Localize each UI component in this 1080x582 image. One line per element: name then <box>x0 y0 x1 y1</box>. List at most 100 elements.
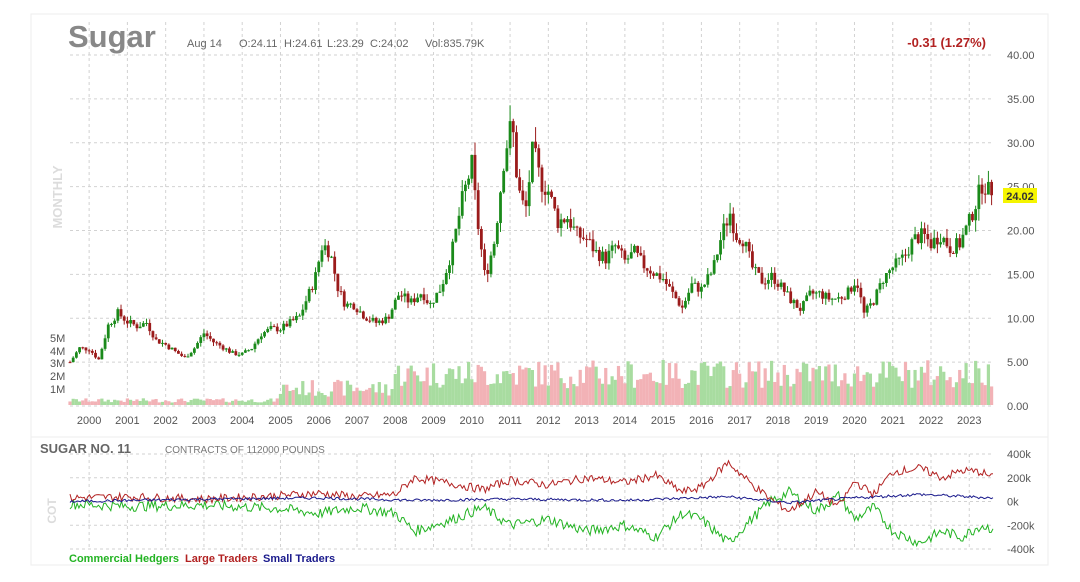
candle-body <box>700 286 703 292</box>
candle-body <box>798 307 802 311</box>
volume-bar <box>699 363 704 405</box>
candle-body <box>735 233 738 241</box>
cot-side-label: COT <box>45 498 59 524</box>
year-tick-label: 2021 <box>880 415 904 427</box>
volume-bar <box>808 381 812 405</box>
year-tick-label: 2004 <box>230 415 254 427</box>
candle-body <box>556 208 560 229</box>
volume-bar <box>872 386 876 405</box>
candle-body <box>763 283 767 285</box>
candle-body <box>74 352 78 358</box>
volume-bar <box>747 362 751 405</box>
volume-bar <box>639 379 643 405</box>
volume-bar <box>457 366 461 405</box>
cot-tick-label: -400k <box>1007 544 1035 556</box>
volume-bar <box>645 374 649 405</box>
volume-bar <box>116 400 120 405</box>
volume-bar <box>479 366 483 405</box>
candle-body <box>129 320 132 324</box>
candle-body <box>336 273 340 292</box>
volume-bar <box>977 368 981 405</box>
volume-bar <box>527 368 531 405</box>
volume-bar <box>594 366 598 405</box>
volume-bar <box>349 384 353 405</box>
candle-body <box>253 343 257 349</box>
volume-bar <box>336 379 340 405</box>
volume-bar <box>664 384 668 405</box>
candle-body <box>633 245 636 253</box>
volume-bar <box>256 402 260 405</box>
candle-body <box>202 333 206 338</box>
candle-body <box>218 342 222 346</box>
volume-bar <box>897 376 901 405</box>
candle-body <box>215 342 219 344</box>
candle-body <box>639 252 643 256</box>
volume-bar <box>849 386 853 405</box>
candle-body <box>291 319 295 321</box>
candle-body <box>693 282 697 284</box>
year-tick-label: 2008 <box>383 415 407 427</box>
candle-body <box>390 309 394 319</box>
candle-body <box>620 248 624 251</box>
volume-bar <box>907 370 911 405</box>
year-tick-label: 2012 <box>536 415 560 427</box>
volume-bar <box>208 398 212 405</box>
volume-bar <box>454 378 458 405</box>
candle-body <box>154 337 158 340</box>
candle-body <box>224 348 228 350</box>
price-change: -0.31 (1.27%) <box>907 35 986 50</box>
candle-body <box>907 254 911 256</box>
candle-body <box>148 322 152 332</box>
volume-bar <box>329 391 334 405</box>
volume-bar <box>406 368 410 405</box>
volume-bar <box>498 383 503 405</box>
volume-bar <box>677 378 681 405</box>
candle-body <box>811 290 815 294</box>
candle-body <box>543 191 547 195</box>
cot-tick-label: 200k <box>1007 473 1031 485</box>
volume-bar <box>754 371 758 405</box>
candle-body <box>916 234 920 244</box>
candle-body <box>987 181 990 195</box>
volume-bar <box>192 398 196 405</box>
candle-body <box>728 213 732 226</box>
candle-body <box>849 287 853 292</box>
candle-body <box>623 250 627 260</box>
candle-body <box>106 324 110 339</box>
volume-bar <box>750 371 755 405</box>
volume-bar <box>881 361 885 405</box>
volume-bar <box>629 364 633 405</box>
year-tick-label: 2015 <box>651 415 675 427</box>
candle-body <box>167 344 171 350</box>
volume-bar <box>148 401 152 405</box>
volume-bar <box>81 400 85 405</box>
volume-bar <box>891 366 895 405</box>
volume-bar <box>90 401 94 405</box>
volume-bar <box>313 395 318 405</box>
candle-body <box>419 294 423 298</box>
candle-body <box>853 285 856 292</box>
volume-bar <box>422 381 426 405</box>
candle-body <box>808 290 812 296</box>
candle-body <box>438 291 442 293</box>
volume-bar <box>186 402 190 405</box>
volume-bar <box>317 391 321 405</box>
volume-bar <box>616 365 621 405</box>
volume-bar <box>926 360 930 405</box>
volume-bar <box>903 361 908 405</box>
volume-bar <box>715 363 719 405</box>
year-tick-label: 2016 <box>689 415 713 427</box>
candle-body <box>782 282 786 292</box>
candle-body <box>578 227 582 238</box>
volume-bar <box>521 369 525 405</box>
candle-body <box>540 167 544 192</box>
volume-bar <box>476 364 480 405</box>
volume-bar <box>409 365 413 405</box>
candle-body <box>199 337 203 343</box>
candle-body <box>537 148 541 168</box>
volume-bar <box>728 386 732 405</box>
volume-bar <box>371 384 375 405</box>
volume-bar <box>575 386 579 405</box>
volume-bar <box>431 363 436 405</box>
volume-bar <box>553 370 557 405</box>
